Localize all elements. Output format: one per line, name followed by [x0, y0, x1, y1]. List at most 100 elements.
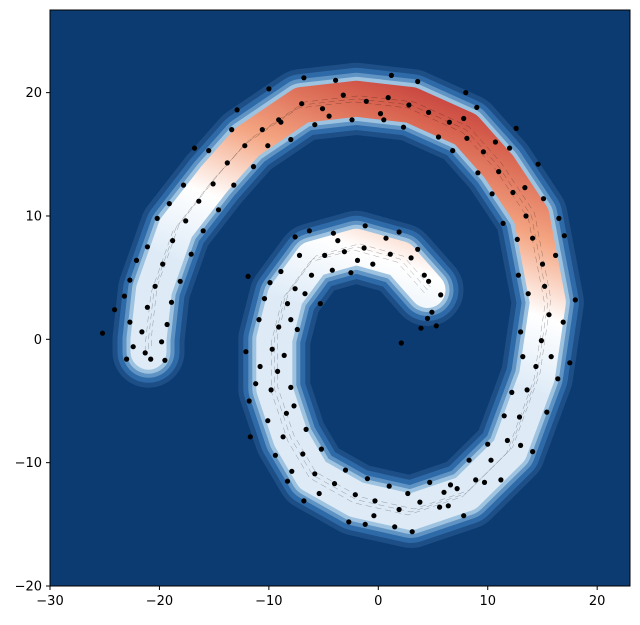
scatter-point — [200, 228, 206, 234]
scatter-point — [250, 164, 257, 170]
scatter-point — [524, 387, 530, 393]
scatter-point — [306, 228, 312, 234]
scatter-point — [496, 169, 502, 175]
x-tick-label: −10 — [255, 594, 282, 609]
scatter-point — [168, 299, 175, 305]
scatter-point — [387, 251, 393, 257]
scatter-point — [292, 286, 298, 292]
scatter-point — [318, 446, 324, 452]
scatter-point — [433, 323, 439, 329]
scatter-point — [130, 344, 136, 350]
scatter-point — [127, 319, 133, 325]
scatter-point — [257, 363, 263, 370]
scatter-point — [291, 403, 297, 409]
scatter-point — [148, 356, 154, 362]
scatter-point — [275, 368, 281, 374]
scatter-point — [556, 215, 562, 221]
scatter-point — [191, 145, 198, 151]
scatter-point — [265, 418, 271, 424]
scatter-point — [164, 321, 170, 328]
scatter-point — [485, 441, 491, 447]
scatter-point — [474, 104, 480, 110]
scatter-point — [400, 124, 407, 130]
scatter-point — [437, 504, 443, 510]
scatter-point — [461, 513, 467, 519]
scatter-point — [421, 272, 427, 278]
y-tick-label: 20 — [25, 86, 42, 101]
scatter-point — [317, 301, 323, 307]
scatter-point — [294, 326, 300, 333]
scatter-point — [261, 296, 268, 302]
scatter-point — [265, 143, 271, 149]
scatter-point — [349, 117, 355, 123]
scatter-point — [446, 119, 452, 125]
scatter-point — [341, 249, 347, 255]
scatter-point — [555, 376, 561, 382]
scatter-point — [284, 478, 291, 484]
x-tick-label: −20 — [146, 594, 173, 609]
scatter-point — [560, 319, 566, 325]
scatter-point — [361, 245, 367, 251]
scatter-point — [288, 317, 294, 323]
density-band-4 — [130, 80, 566, 530]
x-tick-label: 10 — [479, 594, 496, 609]
scatter-point — [301, 498, 307, 504]
scatter-point — [243, 349, 249, 355]
scatter-point — [280, 434, 286, 440]
scatter-point — [354, 257, 361, 263]
scatter-point — [210, 181, 216, 187]
scatter-point — [316, 490, 322, 497]
scatter-point — [538, 338, 545, 344]
scatter-point — [340, 92, 346, 98]
scatter-point — [500, 220, 506, 226]
scatter-point — [245, 273, 251, 279]
scatter-point — [561, 233, 567, 239]
scatter-point — [498, 477, 504, 483]
scatter-point — [539, 261, 546, 267]
scatter-point — [312, 122, 318, 128]
scatter-point — [215, 207, 222, 213]
scatter-point — [99, 330, 106, 336]
scatter-point — [283, 410, 289, 416]
scatter-point — [388, 72, 394, 78]
scatter-point — [386, 483, 392, 489]
scatter-point — [418, 325, 424, 331]
scatter-point — [473, 477, 479, 483]
scatter-point — [139, 329, 145, 335]
scatter-point — [535, 161, 541, 167]
scatter-point — [463, 90, 469, 96]
scatter-point — [330, 230, 336, 236]
scatter-point — [335, 238, 341, 244]
scatter-point — [514, 236, 520, 242]
scatter-point — [288, 136, 294, 143]
scatter-point — [567, 360, 573, 366]
scatter-point — [231, 182, 237, 188]
scatter-point — [427, 479, 433, 485]
scatter-point — [492, 139, 498, 145]
scatter-point — [256, 317, 262, 323]
scatter-point — [329, 267, 335, 273]
scatter-point — [276, 324, 282, 330]
scatter-point — [409, 529, 415, 535]
x-tick-label: −30 — [36, 594, 63, 609]
scatter-point — [548, 354, 554, 360]
scatter-point — [160, 261, 166, 267]
scatter-point — [415, 246, 421, 252]
scatter-point — [544, 409, 550, 415]
scatter-point — [370, 261, 376, 267]
scatter-point — [533, 363, 539, 370]
contour-line-1 — [148, 98, 549, 513]
scatter-point — [331, 481, 338, 487]
scatter-point — [516, 414, 523, 420]
scatter-point — [362, 223, 368, 229]
scatter-point — [206, 148, 212, 154]
scatter-point — [266, 86, 272, 92]
scatter-point — [121, 293, 127, 299]
scatter-point — [509, 389, 515, 395]
scatter-point — [447, 482, 454, 488]
scatter-point — [302, 291, 308, 297]
scatter-point — [450, 148, 456, 154]
scatter-point — [396, 506, 402, 513]
scatter-point — [177, 278, 183, 284]
scatter-point — [466, 457, 472, 463]
